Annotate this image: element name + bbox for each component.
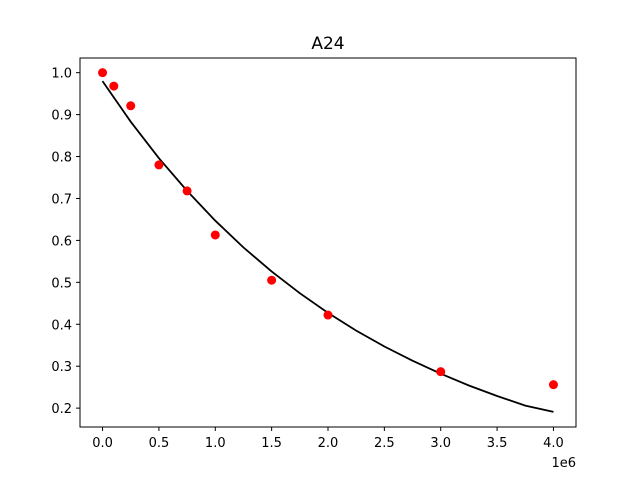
y-tick-label: 1.0	[51, 67, 72, 82]
data-point	[323, 310, 333, 320]
y-tick-label: 0.8	[51, 151, 72, 166]
data-point	[267, 275, 277, 285]
x-axis: 0.0 0.5 1.0 1.5 2.0 2.5 3.0 3.5 4.0	[92, 427, 564, 451]
data-point	[126, 101, 136, 111]
x-offset-label: 1e6	[551, 456, 576, 471]
data-point	[436, 367, 446, 377]
data-point	[548, 380, 558, 390]
y-tick-label: 0.4	[51, 318, 72, 333]
x-tick-label: 3.0	[430, 436, 451, 451]
x-tick-label: 0.0	[92, 436, 113, 451]
y-tick-label: 0.2	[51, 402, 72, 417]
x-tick-label: 1.5	[261, 436, 282, 451]
data-point	[182, 186, 192, 196]
plot-area	[98, 68, 558, 413]
x-tick-label: 3.5	[487, 436, 508, 451]
x-tick-label: 1.0	[205, 436, 226, 451]
chart-title: A24	[311, 34, 344, 54]
y-tick-label: 0.5	[51, 276, 72, 291]
y-axis: 0.2 0.3 0.4 0.5 0.6 0.7 0.8 0.9 1.0	[51, 67, 80, 417]
x-tick-label: 4.0	[543, 436, 564, 451]
y-tick-label: 0.6	[51, 234, 72, 249]
y-tick-label: 0.3	[51, 360, 72, 375]
y-tick-label: 0.7	[51, 192, 72, 207]
data-point	[98, 68, 108, 78]
x-tick-label: 2.0	[318, 436, 339, 451]
data-point	[210, 230, 220, 240]
data-point	[109, 81, 119, 91]
data-point	[154, 160, 164, 170]
y-tick-label: 0.9	[51, 109, 72, 124]
x-tick-label: 2.5	[374, 436, 395, 451]
x-tick-label: 0.5	[149, 436, 170, 451]
